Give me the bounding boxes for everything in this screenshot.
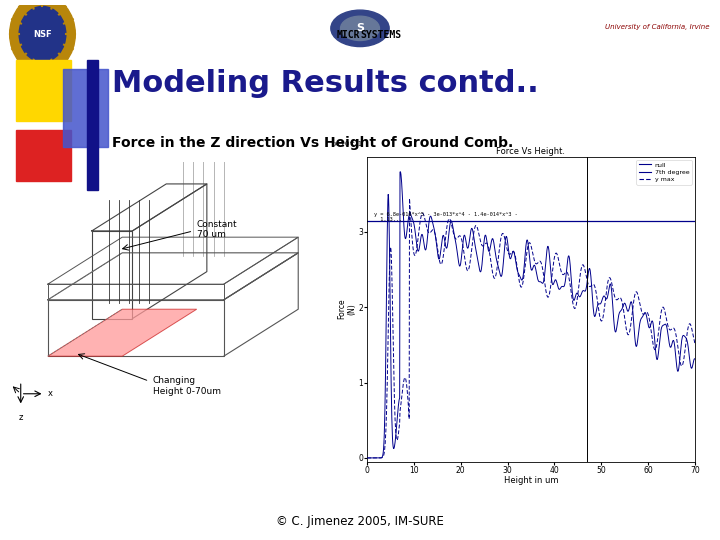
Bar xyxy=(87,60,98,190)
Line: 7th degree: 7th degree xyxy=(367,199,695,458)
7th degree xyxy=(588,281,597,288)
Polygon shape xyxy=(48,309,197,356)
Text: MICR: MICR xyxy=(336,30,360,40)
Text: Constant
70 um: Constant 70 um xyxy=(197,220,238,239)
Bar xyxy=(63,69,108,147)
Line: null: null xyxy=(367,172,695,458)
Text: y = 6.8e-016*x^5 - 3e-013*x^4 - 1.4e-014*x^3 -
  1.13...: y = 6.8e-016*x^5 - 3e-013*x^4 - 1.4e-014… xyxy=(374,212,518,222)
Text: Force in the Z direction Vs Height of Ground Comb.: Force in the Z direction Vs Height of Gr… xyxy=(112,136,513,150)
null xyxy=(397,172,405,178)
7th degree xyxy=(396,403,405,409)
Text: NSF: NSF xyxy=(33,30,52,39)
null xyxy=(624,307,633,313)
Circle shape xyxy=(9,0,76,73)
null xyxy=(690,355,699,362)
Bar xyxy=(16,60,71,121)
Text: Modeling Results contd..: Modeling Results contd.. xyxy=(112,69,539,98)
7th degree xyxy=(508,249,516,255)
null xyxy=(618,303,627,309)
Bar xyxy=(16,130,71,181)
Text: z: z xyxy=(19,413,23,422)
Text: x: x xyxy=(48,389,53,399)
Circle shape xyxy=(330,10,390,46)
Text: Funded in part by the
National Science
Foundation: Funded in part by the National Science F… xyxy=(16,77,69,94)
y max xyxy=(363,218,372,224)
7th degree xyxy=(363,455,372,461)
7th degree xyxy=(405,195,414,202)
Text: Changing
Height 0-70um: Changing Height 0-70um xyxy=(153,376,221,396)
null xyxy=(363,455,372,461)
Circle shape xyxy=(19,6,66,62)
7th degree xyxy=(618,303,627,310)
Text: SYSTEMS: SYSTEMS xyxy=(360,30,401,40)
Text: x 10^-1: x 10^-1 xyxy=(334,141,363,147)
null xyxy=(396,168,405,175)
null xyxy=(495,271,504,277)
7th degree xyxy=(624,331,633,338)
Y-axis label: Force
(N): Force (N) xyxy=(338,299,357,320)
Title: Force Vs Height.: Force Vs Height. xyxy=(497,147,565,156)
Circle shape xyxy=(341,16,379,40)
X-axis label: Height in um: Height in um xyxy=(504,476,558,485)
Legend: null, 7th degree, y max: null, 7th degree, y max xyxy=(636,160,692,185)
7th degree xyxy=(495,241,504,247)
null xyxy=(508,252,516,258)
7th degree xyxy=(690,340,699,346)
null xyxy=(588,295,597,302)
Text: University of California, Irvine: University of California, Irvine xyxy=(605,24,709,30)
Text: © C. Jimenez 2005, IM-SURE: © C. Jimenez 2005, IM-SURE xyxy=(276,515,444,528)
Text: S: S xyxy=(356,23,364,33)
y max xyxy=(367,218,376,224)
